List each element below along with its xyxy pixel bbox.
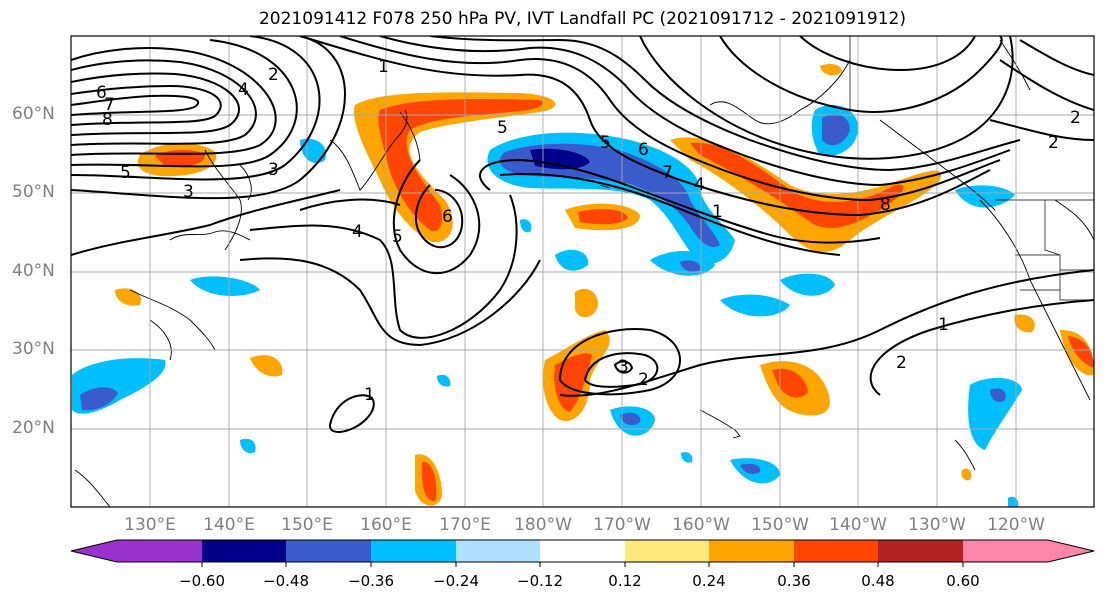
lon-label: 130°E xyxy=(124,515,176,535)
colorbar-bin xyxy=(371,540,456,562)
map-panel xyxy=(71,36,1094,507)
lat-label: 50°N xyxy=(12,182,55,202)
contour-label: 2 xyxy=(896,353,907,373)
contour-label: 2 xyxy=(268,65,279,85)
colorbar-tick-label: −0.36 xyxy=(348,572,394,590)
colorbar-bin xyxy=(794,540,878,562)
lat-label: 40°N xyxy=(12,261,55,281)
contour-label: 1 xyxy=(378,57,389,77)
contour-label: 8 xyxy=(880,195,891,215)
lat-label: 60°N xyxy=(12,104,55,124)
lon-label: 160°E xyxy=(360,515,412,535)
colorbar-tick-label: 0.36 xyxy=(777,572,811,590)
lon-label: 150°E xyxy=(281,515,333,535)
positive-shading xyxy=(115,64,1094,506)
lat-label: 30°N xyxy=(12,339,55,359)
contour-label: 6 xyxy=(442,207,453,227)
contour-label: 1 xyxy=(938,315,949,335)
contour-label: 4 xyxy=(238,80,249,100)
map-title: 2021091412 F078 250 hPa PV, IVT Landfall… xyxy=(258,9,906,29)
colorbar-tick-label: −0.24 xyxy=(433,572,479,590)
lon-label: 150°W xyxy=(751,515,809,535)
contour-label: 3 xyxy=(618,357,629,377)
contour-labels: 2 1 6 7 8 4 5 3 5 2 3 4 5 6 4 5 6 7 8 1 … xyxy=(96,57,1081,405)
lon-label: 140°W xyxy=(829,515,887,535)
colorbar-tick-label: 0.60 xyxy=(946,572,980,590)
colorbar-tick-label: 0.24 xyxy=(692,572,726,590)
contour-label: 1 xyxy=(712,202,723,222)
colorbar-extend-low xyxy=(71,540,117,562)
gridlines xyxy=(71,36,1094,507)
colorbar-tick-label: 0.12 xyxy=(608,572,642,590)
contour-label: 1 xyxy=(364,385,375,405)
colorbar-bin xyxy=(709,540,794,562)
lon-label: 120°W xyxy=(987,515,1045,535)
contour-label: 7 xyxy=(104,95,115,115)
contour-label: 3 xyxy=(268,160,279,180)
lon-label: 160°W xyxy=(672,515,730,535)
lon-label: 170°W xyxy=(593,515,651,535)
contour-label: 6 xyxy=(638,140,649,160)
lon-label: 140°E xyxy=(203,515,255,535)
lat-label: 20°N xyxy=(12,418,55,438)
colorbar-extend-high xyxy=(1048,540,1094,562)
contour-label: 5 xyxy=(600,133,611,153)
contour-label: 4 xyxy=(352,222,363,242)
colorbar-bin xyxy=(117,540,202,562)
contour-label: 2 xyxy=(1048,133,1059,153)
contour-label: 3 xyxy=(183,182,194,202)
colorbar-tick-label: −0.60 xyxy=(179,572,225,590)
contour-label: 4 xyxy=(694,175,705,195)
colorbar-tick-label: −0.12 xyxy=(517,572,563,590)
colorbar-tick-label: 0.48 xyxy=(861,572,895,590)
colorbar-bin xyxy=(286,540,371,562)
colorbar-tick-label: −0.48 xyxy=(263,572,309,590)
contour-label: 5 xyxy=(120,163,131,183)
contour-label: 2 xyxy=(1070,108,1081,128)
colorbar-bin xyxy=(625,540,709,562)
lon-label: 130°W xyxy=(908,515,966,535)
colorbar-bin xyxy=(456,540,540,562)
colorbar-bin xyxy=(202,540,286,562)
lon-label: 180°W xyxy=(514,515,572,535)
contour-label: 7 xyxy=(662,163,673,183)
colorbar-bin xyxy=(878,540,963,562)
contour-label: 5 xyxy=(497,118,508,138)
colorbar xyxy=(70,539,1095,567)
contour-label: 2 xyxy=(638,370,649,390)
contour-label: 6 xyxy=(96,83,107,103)
contours xyxy=(71,36,1094,434)
map-frame xyxy=(70,35,1095,508)
negative-shading xyxy=(72,105,1022,507)
colorbar-bin xyxy=(963,540,1048,562)
colorbar-bin xyxy=(540,540,625,562)
contour-label: 5 xyxy=(392,227,403,247)
contour-label: 8 xyxy=(102,110,113,130)
lon-label: 170°E xyxy=(439,515,491,535)
